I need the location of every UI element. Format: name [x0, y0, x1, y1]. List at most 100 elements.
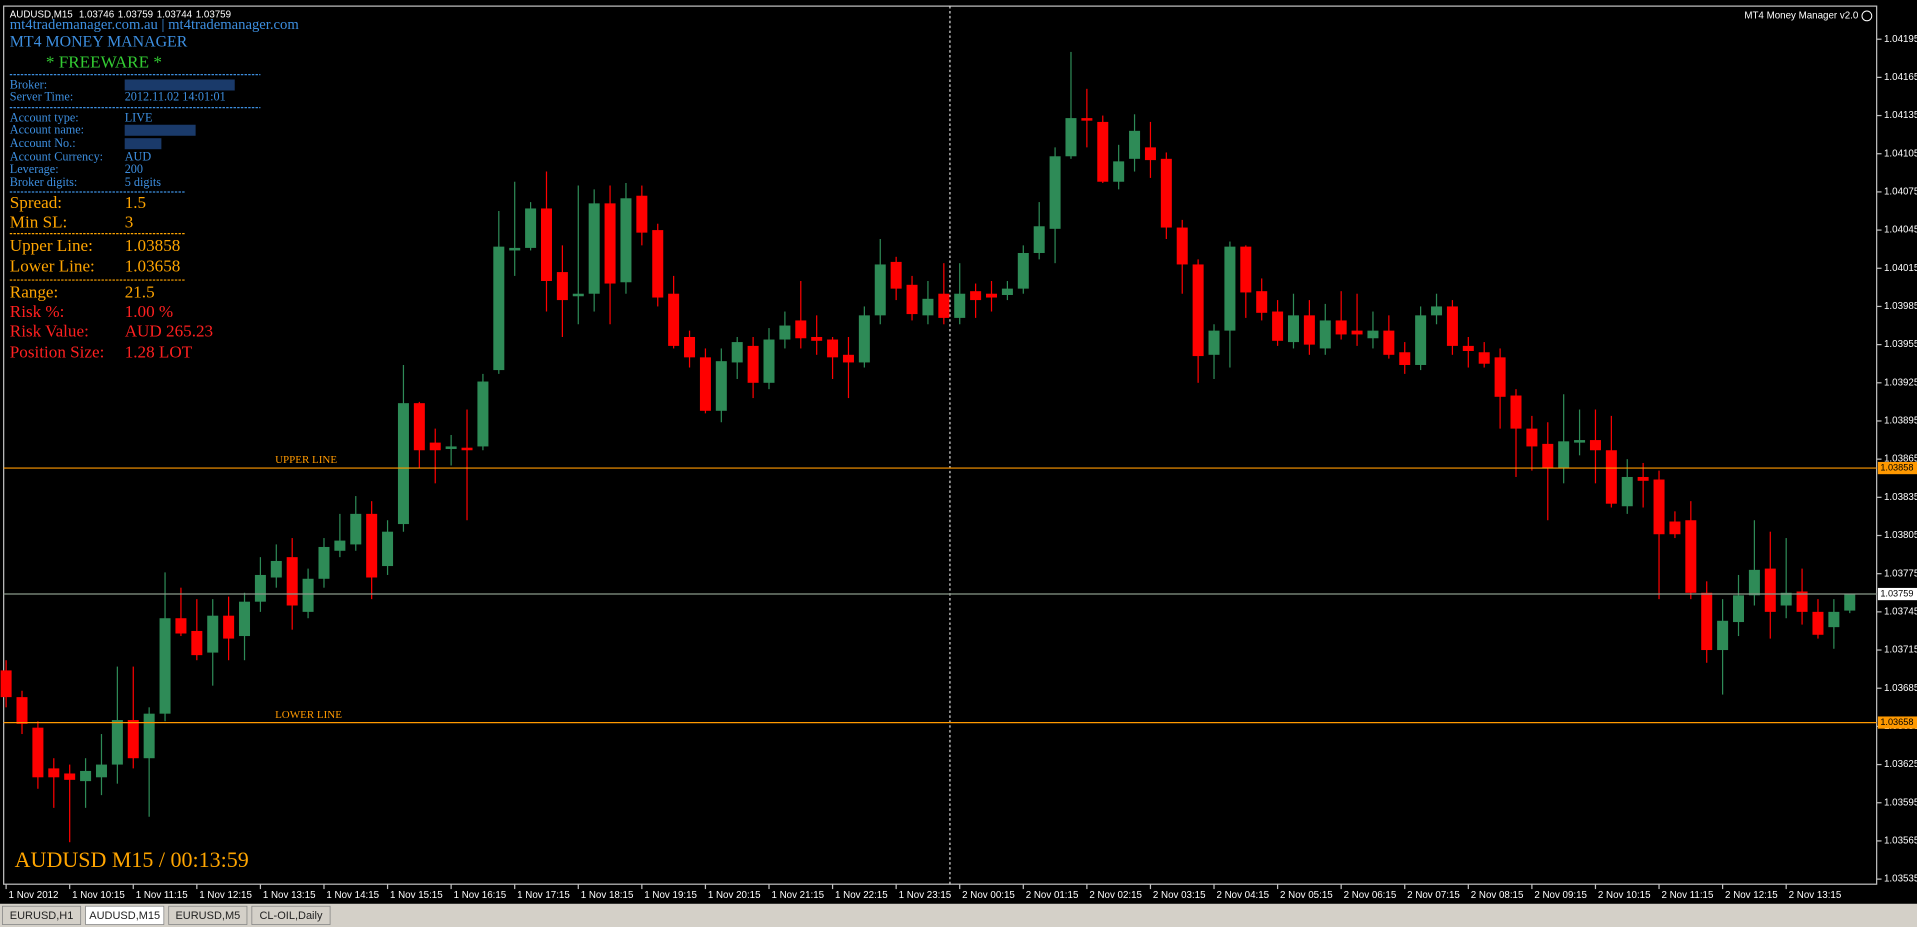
tab-label[interactable]: CL-OIL,Daily [259, 910, 322, 922]
candle-body [779, 325, 791, 340]
lower-line-label: Lower Line: [10, 257, 95, 276]
info-value: LIVE [125, 110, 153, 124]
candle-body [1828, 611, 1840, 628]
candle-body [1494, 357, 1506, 397]
blurred-field [124, 124, 196, 136]
x-tick-label: 1 Nov 16:15 [454, 890, 507, 901]
candle-body [1780, 592, 1792, 606]
candle-body [1129, 130, 1141, 159]
level-label: UPPER LINE [275, 454, 337, 466]
ohlc-low: 1.03744 [157, 9, 193, 20]
candle-body [731, 342, 743, 363]
candle-body [127, 720, 139, 759]
info-panel: Broker: Server Time: 2012.11.02 14:01:01… [10, 73, 261, 361]
x-tick-label: 1 Nov 2012 [9, 890, 59, 901]
candle-body [1399, 352, 1411, 365]
candle-body [286, 557, 298, 606]
y-tick-label: 1.04045 [1884, 225, 1917, 236]
candle-body [540, 208, 552, 281]
candle-body [1748, 569, 1760, 596]
candle-body [604, 203, 616, 284]
x-tick-label: 1 Nov 19:15 [644, 890, 697, 901]
tab-label[interactable]: EURUSD,M5 [175, 910, 240, 922]
lower-line-value: 1.03658 [125, 257, 181, 276]
candle-body [827, 339, 839, 358]
x-tick-label: 2 Nov 01:15 [1026, 890, 1079, 901]
y-tick-label: 1.04165 [1884, 72, 1917, 83]
info-label: Account No.: [10, 136, 76, 150]
y-tick-label: 1.04075 [1884, 186, 1917, 197]
candle-body [1669, 521, 1681, 535]
price-tag-label: 1.03658 [1880, 717, 1913, 727]
y-tick-label: 1.03805 [1884, 530, 1917, 541]
tab[interactable] [251, 905, 331, 925]
candle-body [525, 208, 537, 248]
y-tick-label: 1.03565 [1884, 836, 1917, 847]
x-tick-label: 2 Nov 03:15 [1153, 890, 1206, 901]
candle-body [1367, 330, 1379, 339]
candle-body [1176, 227, 1188, 265]
candle-body [32, 727, 44, 778]
candle-body [1526, 428, 1538, 447]
candle-body [1240, 246, 1252, 293]
y-tick-label: 1.03625 [1884, 759, 1917, 770]
candle-body [1542, 443, 1554, 469]
y-tick-label: 1.04105 [1884, 148, 1917, 159]
candle-body [1065, 118, 1077, 157]
tab-label[interactable]: AUDUSD,M15 [89, 910, 160, 922]
x-tick-label: 1 Nov 20:15 [708, 890, 761, 901]
x-tick-label: 2 Nov 11:15 [1661, 890, 1713, 901]
candle-body [1478, 352, 1490, 364]
x-tick-label: 2 Nov 02:15 [1089, 890, 1142, 901]
candle-body [874, 264, 886, 316]
info-value: 200 [125, 162, 143, 176]
candle-body [477, 381, 489, 447]
candle-body [684, 336, 696, 358]
tab[interactable] [85, 905, 165, 925]
candle-body [254, 574, 266, 602]
info-label: Leverage: [10, 162, 59, 176]
candle-body [795, 320, 807, 339]
x-tick-label: 1 Nov 11:15 [136, 890, 188, 901]
info-label: Account Currency: [10, 150, 103, 164]
tab-label[interactable]: EURUSD,H1 [10, 910, 74, 922]
site-link[interactable]: mt4trademanager.com.au | mt4trademanager… [10, 17, 300, 33]
y-tick-label: 1.03835 [1884, 492, 1917, 503]
candle-body [1558, 441, 1570, 469]
y-tick-label: 1.04015 [1884, 263, 1917, 274]
candle-body [397, 403, 409, 525]
candle-body [366, 513, 378, 578]
info-label: Server Time: [10, 90, 73, 104]
candle-body [16, 697, 28, 724]
tab[interactable] [2, 905, 82, 925]
candle-body [970, 291, 982, 301]
ohlc-high: 1.03759 [118, 9, 153, 20]
min-sl-label: Min SL: [10, 213, 68, 232]
y-tick-label: 1.03745 [1884, 606, 1917, 617]
candle-body [620, 198, 632, 283]
x-tick-label: 1 Nov 12:15 [199, 890, 252, 901]
ohlc-close: 1.03759 [196, 9, 231, 20]
panel-title: MT4 MONEY MANAGER [10, 33, 188, 50]
candle-body [1685, 520, 1697, 593]
candle-body [1049, 156, 1061, 229]
risk-pct-value: 1.00 % [125, 302, 173, 321]
candle-body [207, 615, 219, 653]
candle-body [938, 293, 950, 318]
tab[interactable] [168, 905, 248, 925]
candle-body [1510, 395, 1522, 429]
candle-body [1017, 252, 1029, 289]
range-value: 21.5 [125, 282, 155, 301]
candle-body [1033, 226, 1045, 253]
candle-body [1844, 594, 1856, 611]
candle-body [811, 336, 823, 341]
candle-body [588, 203, 600, 294]
candle-body [493, 246, 505, 371]
candle-body [1001, 288, 1013, 295]
candle-body [1812, 611, 1824, 635]
candle-body [429, 442, 441, 451]
y-tick-label: 1.03595 [1884, 797, 1917, 808]
candle-body [95, 764, 107, 778]
candle-body [1717, 620, 1729, 651]
